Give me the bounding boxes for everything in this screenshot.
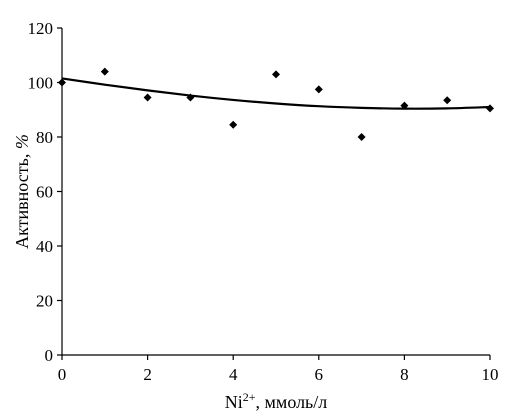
y-axis-ticks: 0 20 40 60 80 100 120: [28, 19, 62, 365]
y-axis-title: Активность, %: [12, 134, 32, 249]
data-point: [100, 67, 109, 76]
data-point: [143, 93, 152, 102]
y-tick-label: 20: [36, 292, 53, 311]
y-tick-label: 100: [28, 74, 54, 93]
data-point: [357, 133, 366, 141]
trendline: [61, 77, 491, 110]
y-tick-label: 80: [36, 128, 53, 147]
data-points: [58, 67, 494, 141]
x-tick-label: 10: [482, 365, 499, 384]
data-point: [443, 96, 452, 105]
x-tick-label: 6: [315, 365, 324, 384]
data-point: [314, 85, 323, 94]
y-tick-label: 40: [36, 237, 53, 256]
x-tick-label: 8: [400, 365, 409, 384]
x-tick-label: 2: [143, 365, 152, 384]
data-point: [272, 70, 280, 79]
x-tick-label: 0: [58, 365, 67, 384]
y-tick-label: 0: [45, 346, 54, 365]
data-point: [58, 78, 66, 87]
data-point: [229, 120, 238, 129]
trendline-group: [61, 77, 491, 110]
data-point: [486, 104, 494, 113]
x-tick-label: 4: [229, 365, 238, 384]
y-tick-label: 120: [28, 19, 54, 38]
y-tick-label: 60: [36, 183, 53, 202]
data-point: [186, 93, 195, 102]
x-axis-ticks: 0 2 4 6 8 10: [58, 355, 499, 384]
data-point: [400, 101, 409, 110]
x-axis-title: Ni2+, ммоль/л: [225, 390, 328, 412]
